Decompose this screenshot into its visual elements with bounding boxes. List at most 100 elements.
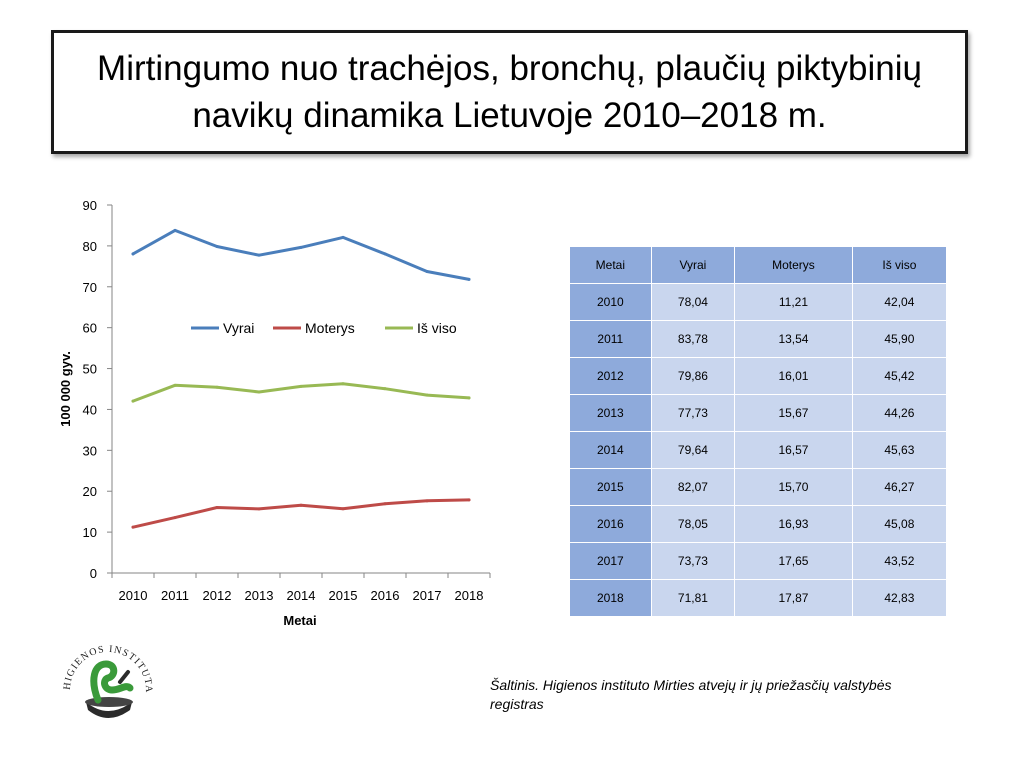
- table-header-cell: Moterys: [734, 246, 853, 284]
- y-tick-label: 0: [90, 566, 97, 581]
- data-point: [299, 384, 303, 388]
- y-tick-label: 40: [83, 402, 97, 417]
- table-year-cell: 2016: [569, 505, 652, 543]
- data-point: [299, 503, 303, 507]
- table-year-cell: 2017: [569, 542, 652, 580]
- source-note: Šaltinis. Higienos instituto Mirties atv…: [490, 677, 892, 712]
- x-tick-label: 2018: [455, 588, 484, 603]
- y-axis-label: 100 000 gyv.: [58, 351, 73, 427]
- table-value-cell: 44,26: [851, 394, 948, 432]
- table-value-cell: 78,04: [650, 283, 736, 321]
- data-point: [173, 383, 177, 387]
- y-tick-label: 80: [83, 239, 97, 254]
- y-tick-label: 70: [83, 280, 97, 295]
- data-point: [467, 277, 471, 281]
- legend-label: Vyrai: [223, 320, 254, 336]
- table-header-cell: Metai: [569, 246, 652, 284]
- data-point: [341, 235, 345, 239]
- table-row: 2017 73,73 17,65 43,52: [569, 542, 948, 580]
- table-value-cell: 42,83: [851, 579, 948, 617]
- y-axis: 0 10 20 30 40 50 60 70 80 90: [83, 198, 113, 581]
- table-value-cell: 42,04: [851, 283, 948, 321]
- table-year-cell: 2015: [569, 468, 652, 506]
- series-lines: [131, 228, 471, 529]
- table-value-cell: 77,73: [650, 394, 736, 432]
- data-point: [425, 270, 429, 274]
- data-point: [425, 499, 429, 503]
- data-point: [173, 516, 177, 520]
- table-row: 2013 77,73 15,67 44,26: [569, 394, 948, 432]
- legend-label: Moterys: [305, 320, 355, 336]
- data-point: [215, 506, 219, 510]
- table-value-cell: 43,52: [851, 542, 948, 580]
- data-point: [341, 507, 345, 511]
- table-body: 2010 78,04 11,21 42,04 2011 83,78 13,54 45,90 20…: [569, 283, 948, 617]
- data-table: Metai Vyrai Moterys Iš viso 2010 78,04 11,…: [569, 246, 948, 617]
- data-point: [131, 399, 135, 403]
- table-year-cell: 2018: [569, 579, 652, 617]
- data-point: [425, 393, 429, 397]
- table-value-cell: 82,07: [650, 468, 736, 506]
- table-row: 2010 78,04 11,21 42,04: [569, 283, 948, 321]
- y-tick-label: 50: [83, 362, 97, 377]
- table-value-cell: 17,65: [734, 542, 853, 580]
- table-row: 2018 71,81 17,87 42,83: [569, 579, 948, 617]
- x-tick-label: 2012: [203, 588, 232, 603]
- y-tick-label: 60: [83, 321, 97, 336]
- table-year-cell: 2010: [569, 283, 652, 321]
- table-value-cell: 83,78: [650, 320, 736, 358]
- data-point: [215, 244, 219, 248]
- x-axis-label: Metai: [283, 613, 316, 628]
- data-point: [383, 252, 387, 256]
- table-value-cell: 17,87: [734, 579, 853, 617]
- series-line-vyrai: [131, 228, 471, 281]
- table-header-cell: Vyrai: [650, 246, 736, 284]
- data-point: [383, 387, 387, 391]
- table-value-cell: 45,08: [851, 505, 948, 543]
- logo: HIGIENOS INSTITUTAS: [57, 622, 156, 730]
- x-tick-label: 2014: [287, 588, 316, 603]
- table-value-cell: 45,42: [851, 357, 948, 395]
- table-value-cell: 16,57: [734, 431, 853, 469]
- table-year-cell: 2013: [569, 394, 652, 432]
- x-tick-label: 2016: [371, 588, 400, 603]
- institute-logo: HIGIENOS INSTITUTAS: [57, 622, 153, 718]
- data-point: [341, 382, 345, 386]
- table-value-cell: 73,73: [650, 542, 736, 580]
- table-value-cell: 79,64: [650, 431, 736, 469]
- table-row: 2016 78,05 16,93 45,08: [569, 505, 948, 543]
- x-tick-label: 2011: [161, 588, 189, 603]
- x-tick-label: 2013: [245, 588, 274, 603]
- data-point: [257, 507, 261, 511]
- legend-label: Iš viso: [417, 320, 457, 336]
- table-value-cell: 45,90: [851, 320, 948, 358]
- table-row: 2012 79,86 16,01 45,42: [569, 357, 948, 395]
- y-tick-label: 30: [83, 443, 97, 458]
- data-point: [131, 525, 135, 529]
- data-point: [467, 396, 471, 400]
- table-value-cell: 11,21: [734, 283, 853, 321]
- slide-title: Mirtingumo nuo trachėjos, bronchų, plauč…: [97, 49, 922, 135]
- table-value-cell: 46,27: [851, 468, 948, 506]
- table-value-cell: 45,63: [851, 431, 948, 469]
- data-point: [173, 228, 177, 232]
- table-header-row: Metai Vyrai Moterys Iš viso: [569, 246, 948, 284]
- table-row: 2015 82,07 15,70 46,27: [569, 468, 948, 506]
- x-tick-label: 2017: [413, 588, 442, 603]
- table-year-cell: 2011: [569, 320, 652, 358]
- data-point: [131, 252, 135, 256]
- table-year-cell: 2014: [569, 431, 652, 469]
- title-box: Mirtingumo nuo trachėjos, bronchų, plauč…: [51, 30, 968, 154]
- table-value-cell: 78,05: [650, 505, 736, 543]
- table-value-cell: 15,70: [734, 468, 853, 506]
- y-tick-label: 10: [83, 525, 97, 540]
- data-point: [257, 253, 261, 257]
- data-point: [215, 385, 219, 389]
- table-value-cell: 16,01: [734, 357, 853, 395]
- table-year-cell: 2012: [569, 357, 652, 395]
- chart-legend: Vyrai Moterys Iš viso: [191, 320, 457, 336]
- table-row: 2014 79,64 16,57 45,63: [569, 431, 948, 469]
- data-point: [383, 502, 387, 506]
- y-tick-label: 90: [83, 198, 97, 213]
